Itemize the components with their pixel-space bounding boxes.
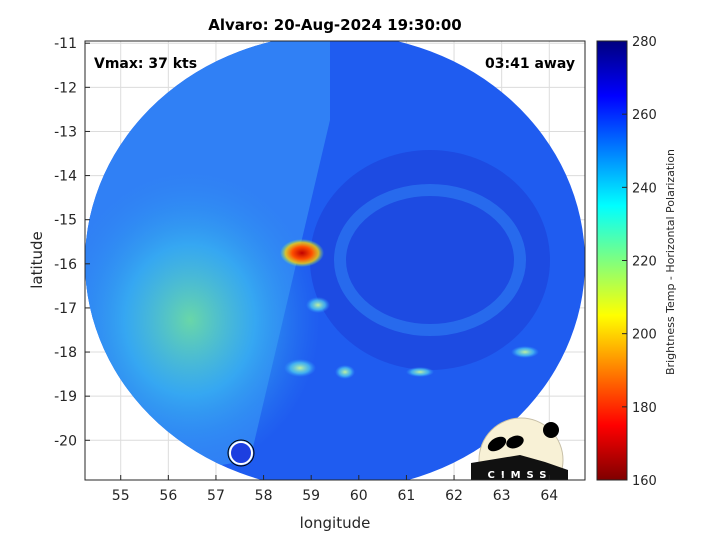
coldest-spot [280,239,324,267]
x-tick-label: 63 [493,488,511,504]
y-tick-label: -13 [54,124,77,140]
colorbar-tick-label: 180 [632,401,657,416]
y-tick-label: -20 [54,433,77,449]
x-tick-label: 62 [445,488,463,504]
y-axis-label: latitude [28,231,46,289]
colorbar-label: Brightness Temp - Horizontal Polarizatio… [664,149,677,375]
x-tick-label: 59 [302,488,320,504]
cold-spot [335,365,355,379]
x-tick-label: 64 [540,488,558,504]
y-tick-label: -14 [54,169,77,185]
island-outline [227,439,255,467]
colorbar-tick-label: 240 [632,181,657,196]
y-tick-label: -11 [54,36,77,52]
logo-text: CIMSS [488,470,553,481]
x-tick-label: 60 [350,488,368,504]
colorbar-tick-label: 280 [632,35,657,50]
x-tick-label: 57 [207,488,225,504]
cold-spot [406,367,434,377]
x-axis: 55 56 57 58 59 60 61 62 63 64 [112,475,558,504]
colorbar-ticks: 280 260 240 220 200 180 160 [622,35,657,489]
x-axis-label: longitude [300,514,371,532]
colorbar-tick-label: 220 [632,255,657,270]
time-offset-label: 03:41 away [485,56,575,72]
y-tick-label: -15 [54,213,77,229]
island-outline [229,441,253,465]
y-tick-label: -18 [54,345,77,361]
cimss-logo: CIMSS [471,417,568,481]
x-tick-label: 56 [159,488,177,504]
x-tick-label: 61 [398,488,416,504]
colorbar-tick-label: 260 [632,108,657,123]
chart-title: Alvaro: 20-Aug-2024 19:30:00 [208,16,462,34]
y-tick-label: -16 [54,257,77,273]
y-tick-label: -12 [54,80,77,96]
y-tick-label: -19 [54,389,77,405]
rainband [334,184,526,336]
x-tick-label: 58 [255,488,273,504]
cold-spot [511,346,539,358]
x-tick-label: 55 [112,488,130,504]
y-axis: -11 -12 -13 -14 -15 -16 -17 -18 -19 -20 [54,36,90,449]
cold-spot [306,297,330,313]
cold-spot [284,359,316,377]
axes-box [84,40,586,481]
colorbar-tick-label: 160 [632,474,657,489]
vmax-label: Vmax: 37 kts [94,56,197,72]
colorbar-tick-label: 200 [632,328,657,343]
y-tick-label: -17 [54,301,77,317]
